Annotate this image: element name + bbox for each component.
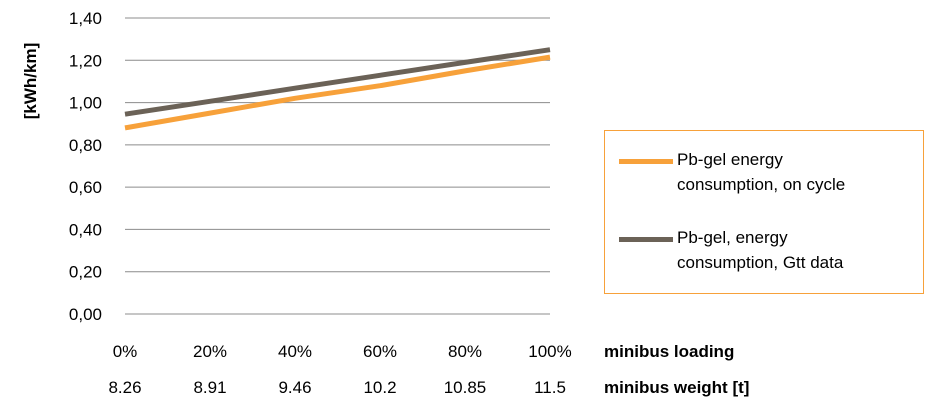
y-tick-label: 0,80 xyxy=(69,136,102,155)
y-axis-title: [kWh/km] xyxy=(21,43,40,120)
legend-swatch-series-1 xyxy=(619,159,673,164)
y-tick-label: 0,20 xyxy=(69,263,102,282)
y-tick-label: 1,00 xyxy=(69,94,102,113)
legend-swatch-series-2 xyxy=(619,237,673,242)
legend-label-line: consumption, Gtt data xyxy=(677,253,844,272)
gridlines xyxy=(125,17,550,315)
y-tick-label: 1,40 xyxy=(69,9,102,28)
legend-label-line: Pb-gel energy xyxy=(677,150,783,169)
series-lines xyxy=(124,47,551,131)
x-tick-label: 20% xyxy=(193,342,227,361)
secondary-x-tick-label: 10.85 xyxy=(444,378,487,397)
x-axis-title: minibus loading xyxy=(604,342,734,361)
legend-label-line: Pb-gel, energy xyxy=(677,228,788,247)
legend: Pb-gel energy consumption, on cycle Pb-g… xyxy=(604,130,924,294)
legend-label-line: consumption, on cycle xyxy=(677,175,846,194)
secondary-x-tick-label: 11.5 xyxy=(534,378,566,397)
secondary-x-tick-label: 8.91 xyxy=(193,378,226,397)
legend-item-series-2: Pb-gel, energy consumption, Gtt data xyxy=(619,225,917,275)
y-tick-label: 0,60 xyxy=(69,178,102,197)
x-tick-label: 40% xyxy=(278,342,312,361)
y-tick-label: 1,20 xyxy=(69,51,102,70)
y-tick-label: 0,40 xyxy=(69,220,102,239)
legend-label-series-1: Pb-gel energy consumption, on cycle xyxy=(677,147,917,197)
x-tick-label: 80% xyxy=(448,342,482,361)
secondary-x-tick-labels: 8.26 8.91 9.46 10.2 10.85 11.5 xyxy=(108,378,565,397)
y-tick-label: 0,00 xyxy=(69,305,102,324)
x-tick-labels: 0% 20% 40% 60% 80% 100% xyxy=(113,342,572,361)
y-tick-labels: 0,00 0,20 0,40 0,60 0,80 1,00 1,20 1,40 xyxy=(69,9,102,324)
x-tick-label: 60% xyxy=(363,342,397,361)
legend-label-series-2: Pb-gel, energy consumption, Gtt data xyxy=(677,225,917,275)
series-line-2 xyxy=(124,47,551,117)
x-tick-label: 0% xyxy=(113,342,138,361)
secondary-x-axis-title: minibus weight [t] xyxy=(604,378,749,397)
secondary-x-tick-label: 9.46 xyxy=(278,378,311,397)
secondary-x-tick-label: 10.2 xyxy=(363,378,396,397)
series-line-1 xyxy=(124,54,551,131)
x-tick-label: 100% xyxy=(528,342,571,361)
secondary-x-tick-label: 8.26 xyxy=(108,378,141,397)
legend-item-series-1: Pb-gel energy consumption, on cycle xyxy=(619,147,917,197)
